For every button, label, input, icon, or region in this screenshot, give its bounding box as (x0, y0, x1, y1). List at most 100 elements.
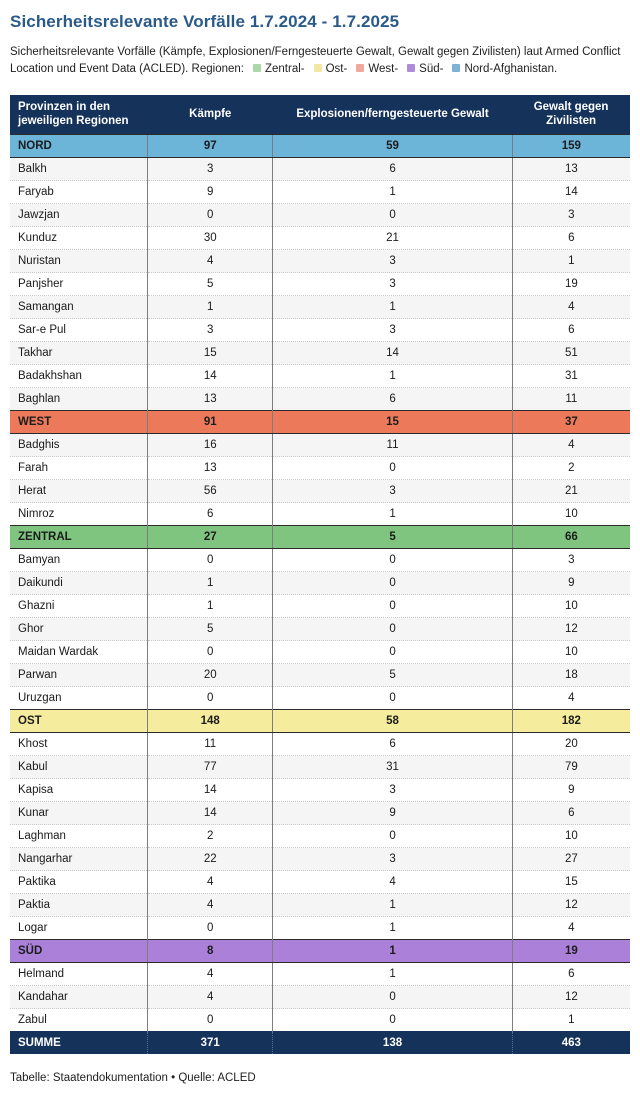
row-value: 3 (272, 318, 513, 343)
row-value: 3 (272, 272, 513, 297)
region-row: SÜD 8 1 19 (10, 939, 630, 964)
province-row: Samangan 1 1 4 (10, 295, 630, 320)
summary-row: SUMME 371 138 463 (10, 1031, 630, 1055)
row-value: 19 (511, 272, 630, 297)
row-value: 0 (147, 1008, 273, 1033)
row-value: 0 (272, 571, 513, 596)
row-label: Paktia (10, 893, 148, 918)
province-row: Panjsher 5 3 19 (10, 272, 630, 297)
row-value: 1 (272, 962, 513, 987)
row-label: Panjsher (10, 272, 148, 297)
province-row: Badakhshan 14 1 31 (10, 364, 630, 389)
legend-label: Nord-Afghanistan. (464, 63, 558, 76)
row-value: 4 (147, 249, 273, 274)
province-row: Kunduz 30 21 6 (10, 226, 630, 251)
row-value: 182 (511, 709, 630, 734)
legend-item: Zentral- (252, 63, 305, 75)
row-value: 0 (272, 456, 513, 481)
row-value: 3 (511, 203, 630, 228)
row-value: 0 (272, 617, 513, 642)
province-row: Nangarhar 22 3 27 (10, 847, 630, 872)
row-value: 1 (272, 180, 513, 205)
legend-item: Süd- (407, 63, 443, 75)
row-value: 4 (147, 985, 273, 1010)
province-row: Laghman 2 0 10 (10, 824, 630, 849)
column-header: Provinzen in den jeweiligen Regionen (10, 94, 148, 135)
row-value: 13 (511, 157, 630, 182)
subtitle: Sicherheitsrelevante Vorfälle (Kämpfe, E… (10, 44, 630, 79)
province-row: Paktia 4 1 12 (10, 893, 630, 918)
row-value: 4 (511, 686, 630, 711)
row-value: 0 (147, 686, 273, 711)
row-value: 6 (147, 502, 273, 527)
row-label: Kapisa (10, 778, 148, 803)
legend: Zentral- Ost- West- Süd- Nord-Afghanistan. (244, 63, 557, 75)
row-value: 10 (511, 502, 630, 527)
row-value: 21 (511, 479, 630, 504)
province-row: Jawzjan 0 0 3 (10, 203, 630, 228)
legend-item: West- (356, 63, 398, 75)
row-label: Kandahar (10, 985, 148, 1010)
row-value: 9 (511, 571, 630, 596)
row-label: Herat (10, 479, 148, 504)
row-value: 159 (511, 134, 630, 159)
row-label: Helmand (10, 962, 148, 987)
row-label: Baghlan (10, 387, 148, 412)
row-value: 5 (272, 663, 513, 688)
row-value: 4 (272, 870, 513, 895)
row-value: 9 (511, 778, 630, 803)
row-value: 15 (272, 410, 513, 435)
row-value: 3 (147, 318, 273, 343)
province-row: Kandahar 4 0 12 (10, 985, 630, 1010)
row-value: 4 (511, 433, 630, 458)
row-value: 6 (511, 318, 630, 343)
row-value: 66 (511, 525, 630, 550)
row-value: 0 (272, 594, 513, 619)
row-value: 3 (272, 249, 513, 274)
row-value: 5 (147, 272, 273, 297)
row-label: Nuristan (10, 249, 148, 274)
province-row: Sar-e Pul 3 3 6 (10, 318, 630, 343)
row-value: 79 (511, 755, 630, 780)
table-head: Provinzen in den jeweiligen Regionen Kämp… (10, 94, 630, 135)
legend-item: Ost- (313, 63, 348, 76)
province-row: Parwan 20 5 18 (10, 663, 630, 688)
row-label: Balkh (10, 157, 148, 182)
row-value: 14 (147, 364, 273, 389)
legend-swatch-icon (313, 64, 322, 73)
row-label: Paktika (10, 870, 148, 895)
legend-swatch-icon (252, 64, 261, 73)
summary-value: 138 (272, 1031, 513, 1055)
row-value: 6 (272, 387, 513, 412)
row-value: 2 (511, 456, 630, 481)
province-row: Kabul 77 31 79 (10, 755, 630, 780)
row-label: Takhar (10, 341, 148, 366)
province-row: Herat 56 3 21 (10, 479, 630, 504)
province-row: Kunar 14 9 6 (10, 801, 630, 826)
row-value: 1 (511, 249, 630, 274)
row-value: 10 (511, 824, 630, 849)
row-value: 148 (147, 709, 273, 734)
table-header-row: Provinzen in den jeweiligen Regionen Kämp… (10, 94, 630, 135)
legend-label: Ost- (325, 63, 348, 76)
row-value: 6 (272, 157, 513, 182)
row-value: 56 (147, 479, 273, 504)
row-label: Kunar (10, 801, 148, 826)
row-value: 10 (511, 640, 630, 665)
row-label: SÜD (10, 939, 148, 964)
row-value: 11 (147, 732, 273, 757)
legend-swatch-icon (407, 64, 416, 73)
row-value: 4 (147, 870, 273, 895)
row-value: 0 (272, 824, 513, 849)
column-header: Kämpfe (147, 94, 273, 135)
province-row: Zabul 0 0 1 (10, 1008, 630, 1033)
province-row: Bamyan 0 0 3 (10, 548, 630, 573)
province-row: Maidan Wardak 0 0 10 (10, 640, 630, 665)
row-value: 14 (147, 778, 273, 803)
row-value: 0 (147, 203, 273, 228)
row-value: 1 (272, 364, 513, 389)
row-label: WEST (10, 410, 148, 435)
row-value: 1 (272, 893, 513, 918)
row-value: 51 (511, 341, 630, 366)
